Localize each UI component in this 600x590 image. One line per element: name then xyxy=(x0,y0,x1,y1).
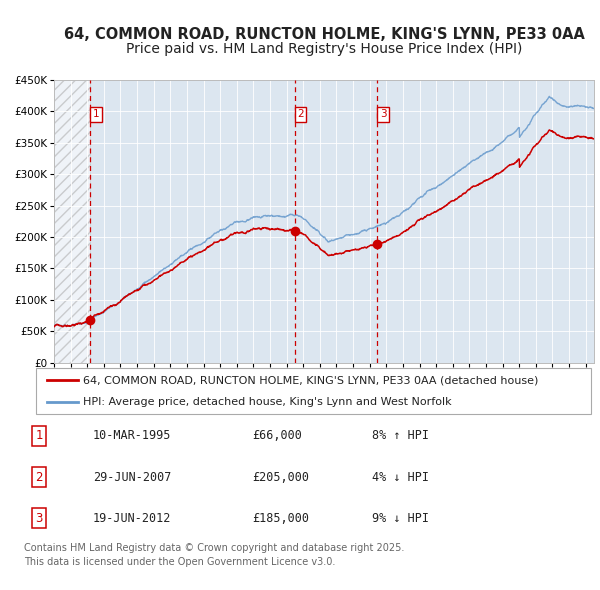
Text: Contains HM Land Registry data © Crown copyright and database right 2025.
This d: Contains HM Land Registry data © Crown c… xyxy=(24,543,404,568)
Text: 8% ↑ HPI: 8% ↑ HPI xyxy=(372,429,429,442)
Text: 1: 1 xyxy=(93,109,100,119)
Text: £66,000: £66,000 xyxy=(252,429,302,442)
Text: 9% ↓ HPI: 9% ↓ HPI xyxy=(372,512,429,525)
Text: 19-JUN-2012: 19-JUN-2012 xyxy=(93,512,172,525)
Text: 64, COMMON ROAD, RUNCTON HOLME, KING'S LYNN, PE33 0AA (detached house): 64, COMMON ROAD, RUNCTON HOLME, KING'S L… xyxy=(83,375,539,385)
Text: 1: 1 xyxy=(35,429,43,442)
Text: 3: 3 xyxy=(380,109,386,119)
Text: HPI: Average price, detached house, King's Lynn and West Norfolk: HPI: Average price, detached house, King… xyxy=(83,397,452,407)
Text: 2: 2 xyxy=(35,470,43,484)
Text: 64, COMMON ROAD, RUNCTON HOLME, KING'S LYNN, PE33 0AA: 64, COMMON ROAD, RUNCTON HOLME, KING'S L… xyxy=(64,27,584,41)
Text: Price paid vs. HM Land Registry's House Price Index (HPI): Price paid vs. HM Land Registry's House … xyxy=(126,42,522,57)
Text: 3: 3 xyxy=(35,512,43,525)
Text: 4% ↓ HPI: 4% ↓ HPI xyxy=(372,470,429,484)
Text: 29-JUN-2007: 29-JUN-2007 xyxy=(93,470,172,484)
Text: 10-MAR-1995: 10-MAR-1995 xyxy=(93,429,172,442)
Text: 2: 2 xyxy=(297,109,304,119)
Text: £205,000: £205,000 xyxy=(252,470,309,484)
FancyBboxPatch shape xyxy=(36,368,591,414)
Text: £185,000: £185,000 xyxy=(252,512,309,525)
